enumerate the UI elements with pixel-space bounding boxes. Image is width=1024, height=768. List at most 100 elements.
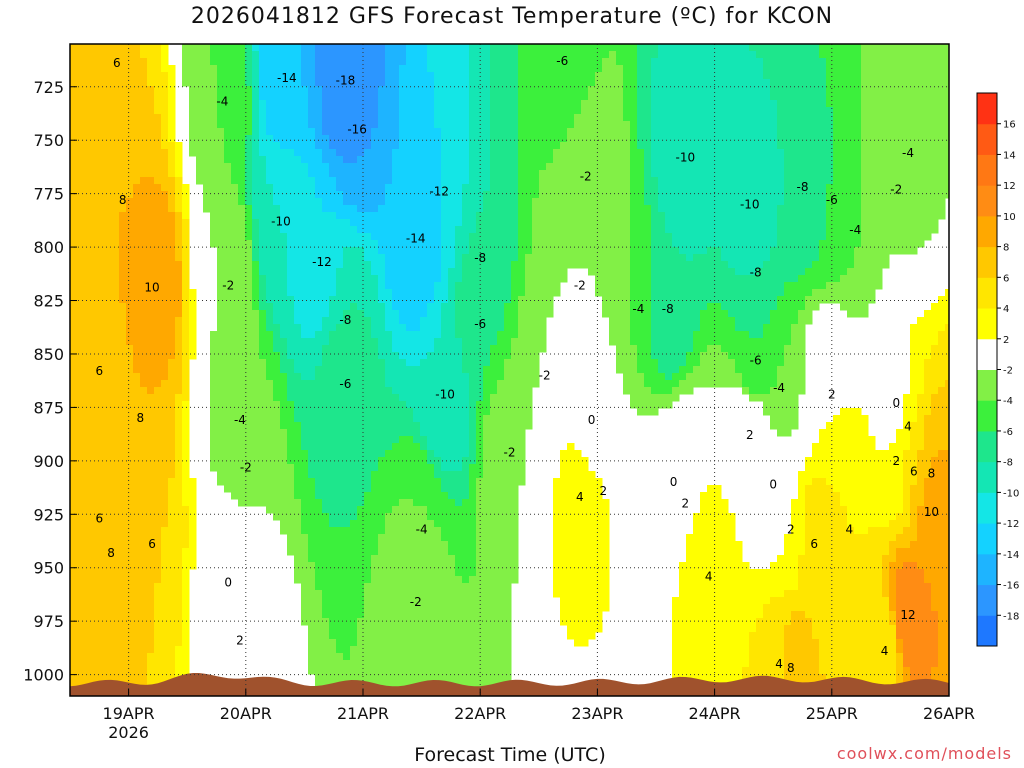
field-cell	[371, 310, 379, 318]
field-cell	[329, 135, 337, 143]
field-cell	[259, 373, 267, 381]
field-cell	[273, 86, 281, 94]
field-cell	[462, 401, 470, 409]
field-cell	[308, 219, 316, 227]
field-cell	[189, 79, 197, 87]
field-cell	[294, 506, 302, 514]
field-cell	[378, 646, 386, 654]
field-cell	[455, 541, 463, 549]
field-cell	[224, 443, 232, 451]
field-cell	[350, 324, 358, 332]
field-cell	[140, 163, 148, 171]
field-cell	[175, 499, 183, 507]
field-cell	[462, 135, 470, 143]
field-cell	[371, 324, 379, 332]
field-cell	[70, 156, 78, 164]
field-cell	[364, 240, 372, 248]
field-cell	[140, 184, 148, 192]
field-cell	[413, 478, 421, 486]
field-cell	[336, 247, 344, 255]
field-cell	[441, 191, 449, 199]
field-cell	[406, 429, 414, 437]
field-cell	[168, 352, 176, 360]
field-cell	[175, 380, 183, 388]
field-cell	[273, 394, 281, 402]
field-cell	[77, 156, 85, 164]
field-cell	[462, 387, 470, 395]
field-cell	[140, 555, 148, 563]
field-cell	[203, 128, 211, 136]
field-cell	[273, 254, 281, 262]
field-cell	[399, 156, 407, 164]
field-cell	[294, 345, 302, 353]
field-cell	[287, 275, 295, 283]
field-cell	[112, 646, 120, 654]
field-cell	[287, 212, 295, 220]
field-cell	[392, 135, 400, 143]
field-cell	[343, 268, 351, 276]
field-cell	[413, 618, 421, 626]
field-cell	[238, 79, 246, 87]
field-cell	[168, 254, 176, 262]
field-cell	[266, 226, 274, 234]
field-cell	[441, 338, 449, 346]
field-cell	[98, 324, 106, 332]
field-cell	[378, 261, 386, 269]
field-cell	[105, 541, 113, 549]
field-cell	[455, 254, 463, 262]
field-cell	[231, 310, 239, 318]
field-cell	[231, 79, 239, 87]
field-cell	[329, 443, 337, 451]
field-cell	[259, 198, 267, 206]
field-cell	[140, 79, 148, 87]
field-cell	[448, 268, 456, 276]
field-cell	[413, 569, 421, 577]
field-cell	[441, 632, 449, 640]
field-cell	[189, 86, 197, 94]
field-cell	[343, 506, 351, 514]
field-cell	[119, 72, 127, 80]
field-cell	[455, 345, 463, 353]
field-cell	[84, 471, 92, 479]
field-cell	[413, 254, 421, 262]
field-cell	[105, 366, 113, 374]
field-cell	[385, 72, 393, 80]
field-cell	[378, 555, 386, 563]
field-cell	[462, 240, 470, 248]
field-cell	[119, 380, 127, 388]
field-cell	[455, 310, 463, 318]
field-cell	[413, 590, 421, 598]
field-cell	[168, 121, 176, 129]
field-cell	[168, 625, 176, 633]
field-cell	[434, 191, 442, 199]
field-cell	[238, 394, 246, 402]
field-cell	[98, 401, 106, 409]
field-cell	[133, 457, 141, 465]
field-cell	[70, 541, 78, 549]
field-cell	[140, 674, 148, 682]
field-cell	[385, 275, 393, 283]
field-cell	[371, 590, 379, 598]
field-cell	[371, 51, 379, 59]
field-cell	[336, 184, 344, 192]
field-cell	[357, 184, 365, 192]
field-cell	[308, 429, 316, 437]
field-cell	[343, 352, 351, 360]
field-cell	[469, 317, 477, 325]
field-cell	[224, 198, 232, 206]
field-cell	[91, 226, 99, 234]
field-cell	[105, 401, 113, 409]
field-cell	[287, 331, 295, 339]
field-cell	[140, 583, 148, 591]
field-cell	[105, 212, 113, 220]
field-cell	[441, 394, 449, 402]
field-cell	[112, 345, 120, 353]
field-cell	[210, 373, 218, 381]
field-cell	[469, 639, 477, 647]
field-cell	[140, 499, 148, 507]
field-cell	[329, 527, 337, 535]
field-cell	[70, 359, 78, 367]
field-cell	[98, 527, 106, 535]
field-cell	[315, 219, 323, 227]
field-cell	[77, 450, 85, 458]
